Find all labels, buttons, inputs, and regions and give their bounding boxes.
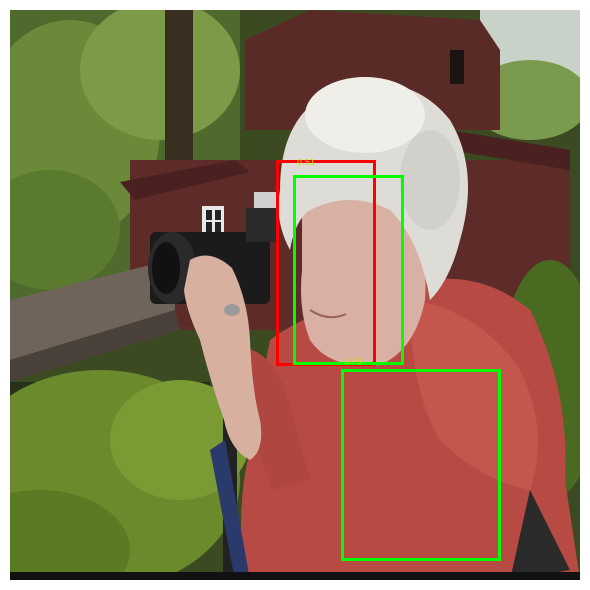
photo-frame: 0.51 0.73	[10, 10, 580, 580]
detection-box-green-body: 0.73	[341, 358, 501, 561]
ring	[224, 304, 240, 316]
photo-scene	[10, 10, 580, 580]
detection-box-green-face	[293, 175, 404, 365]
detection-score-label: 0.51	[297, 158, 315, 167]
detection-score-label: 0.73	[344, 357, 362, 366]
face	[301, 192, 426, 366]
deck-rail	[10, 265, 175, 360]
hand	[184, 255, 262, 460]
house-upper	[245, 10, 500, 130]
